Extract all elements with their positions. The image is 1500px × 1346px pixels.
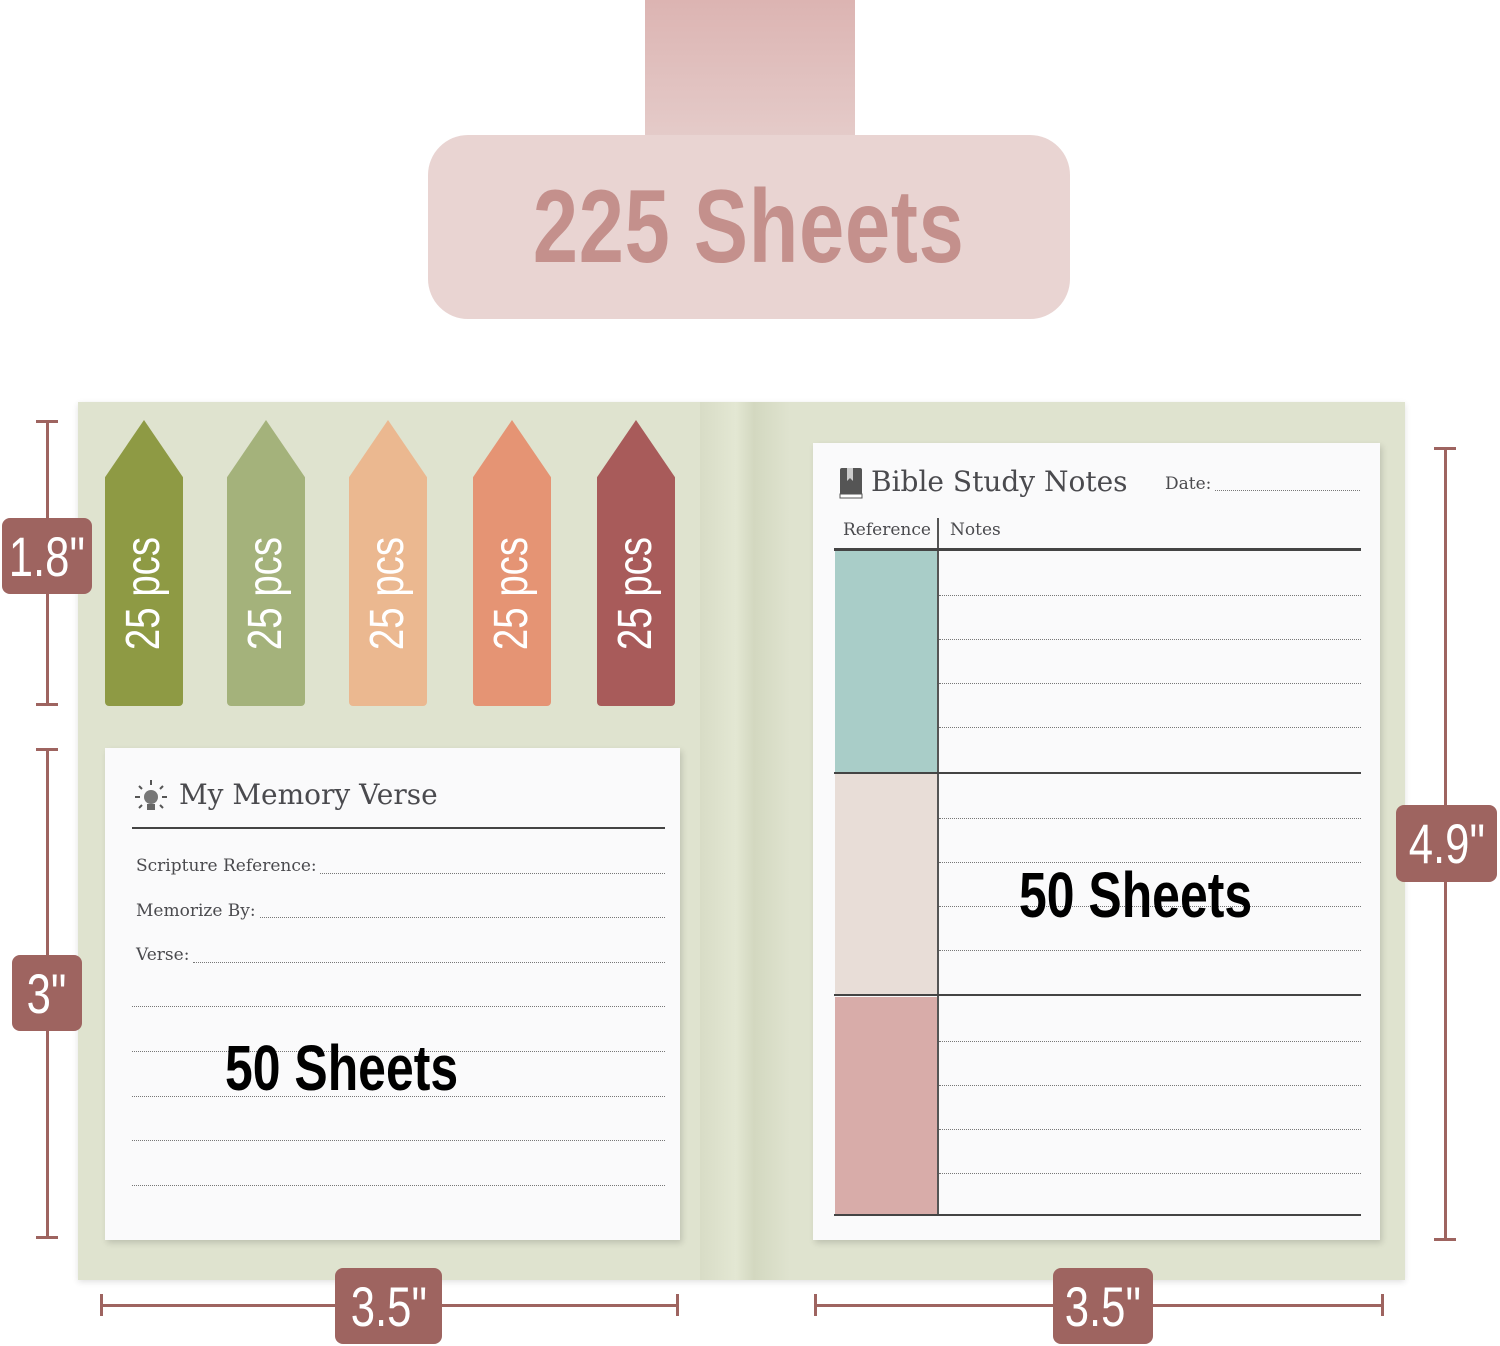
dotted-line [132,1006,665,1007]
notes-dotted-line [939,595,1361,596]
dim-label-notes-height: 4.9" [1396,805,1497,882]
dotted-line [132,1185,665,1186]
flag-tab-2: 25 pcs [227,420,305,706]
dim-text: 4.9" [1408,812,1485,875]
title-rule [132,827,665,829]
flag-label: 25 pcs [485,536,539,650]
dotted-line [132,1140,665,1141]
notes-dotted-line [939,906,1361,907]
folder-fold [700,402,790,1280]
notes-dotted-line [939,1173,1361,1174]
dim-label-memory-width: 3.5" [335,1268,442,1344]
lightbulb-icon [133,778,169,814]
flag-label: 25 pcs [239,536,293,650]
field-scripture-reference: Scripture Reference: [136,856,317,876]
memory-verse-pad: My Memory Verse Scripture Reference: Mem… [105,748,680,1240]
dotted-line [132,1096,665,1097]
section-rule [834,1214,1361,1216]
dim-label-memory-height: 3" [12,955,82,1031]
date-dotted-line [1215,490,1360,491]
dotted-line [132,1051,665,1052]
bible-study-pad: Bible Study Notes Date: Reference Notes … [813,443,1380,1240]
dotted-line [193,962,665,963]
flag-label: 25 pcs [609,536,663,650]
dotted-line [260,917,665,918]
field-verse: Verse: [136,945,190,965]
notes-dotted-line [939,1041,1361,1042]
total-sheets-label: 225 Sheets [533,168,965,285]
date-label: Date: [1165,474,1212,494]
flag-tab-3: 25 pcs [349,420,427,706]
dim-label-flag-height: 1.8" [2,518,92,594]
reference-swatch-pink [835,997,937,1215]
dim-text: 1.8" [8,524,86,588]
notes-dotted-line [939,683,1361,684]
tag-stem [645,0,855,160]
reference-swatch-teal [835,551,937,772]
dim-text: 3.5" [1064,1274,1142,1338]
dim-cap [36,1236,58,1239]
notes-dotted-line [939,950,1361,951]
memory-pad-title: My Memory Verse [179,778,438,811]
dim-cap [36,703,58,706]
notes-sheets-count: 50 Sheets [1019,859,1253,931]
flag-tab-1: 25 pcs [105,420,183,706]
memory-sheets-count: 50 Sheets [225,1032,459,1104]
column-reference: Reference [843,520,931,540]
dim-label-notes-width: 3.5" [1053,1268,1153,1344]
notes-dotted-line [939,1085,1361,1086]
notes-dotted-line [939,727,1361,728]
dim-cap [36,748,58,751]
dotted-line [320,873,665,874]
section-rule [834,994,1361,996]
flag-tab-5: 25 pcs [597,420,675,706]
flag-tab-4: 25 pcs [473,420,551,706]
sheet-count-tag: 225 Sheets [428,135,1070,319]
column-divider [937,518,939,1215]
header-rule [834,548,1361,551]
dim-cap [676,1294,679,1316]
dim-cap [814,1294,817,1316]
dim-text: 3" [27,961,67,1025]
dim-cap [100,1294,103,1316]
reference-swatch-beige [835,774,937,995]
section-rule [834,772,1361,774]
notes-dotted-line [939,1129,1361,1130]
flag-label: 25 pcs [361,536,415,650]
bible-pad-title: Bible Study Notes [871,465,1128,498]
notes-dotted-line [939,639,1361,640]
notes-dotted-line [939,862,1361,863]
dim-text: 3.5" [350,1274,427,1338]
column-notes: Notes [950,520,1001,540]
flag-label: 25 pcs [117,536,171,650]
dim-cap [1381,1294,1384,1316]
dim-cap [1434,447,1456,450]
notes-dotted-line [939,818,1361,819]
dim-cap [36,420,58,423]
book-icon [839,467,863,499]
field-memorize-by: Memorize By: [136,901,256,921]
dim-cap [1434,1238,1456,1241]
